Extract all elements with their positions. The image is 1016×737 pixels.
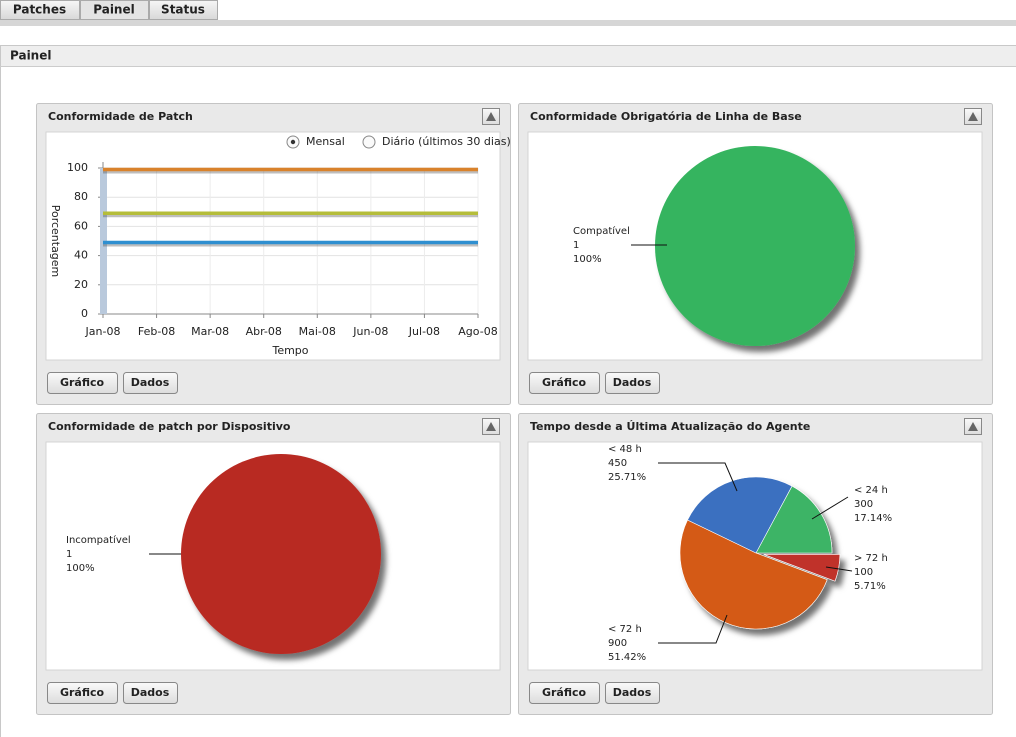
leader-line	[825, 566, 853, 572]
radio-label[interactable]: Diário (últimos 30 dias)	[382, 135, 511, 148]
tab-label[interactable]: Patches	[13, 3, 66, 17]
button[interactable]	[123, 372, 178, 394]
y-tick-label: 100	[67, 161, 88, 174]
pie-value: 1	[573, 240, 579, 251]
leader-line	[658, 614, 728, 644]
pie-value: 900	[608, 638, 627, 649]
x-tick-label: Ago-08	[458, 325, 497, 338]
pie-percent: 100%	[573, 254, 602, 265]
button[interactable]	[47, 682, 118, 704]
y-tick-label: 80	[74, 190, 88, 203]
y-tick-label: 20	[74, 278, 88, 291]
button-label[interactable]: Gráfico	[60, 686, 105, 699]
radio-dot	[290, 139, 296, 145]
x-tick-label: Mar-08	[191, 325, 229, 338]
x-tick-label: Mai-08	[299, 325, 336, 338]
tab[interactable]	[0, 0, 80, 20]
pie-percent: 5.71%	[854, 581, 886, 592]
button-label[interactable]: Gráfico	[60, 376, 105, 389]
x-tick-label: Jan-08	[85, 325, 121, 338]
button[interactable]	[605, 682, 660, 704]
x-tick-label: Jun-08	[352, 325, 388, 338]
leader-line	[811, 496, 849, 520]
button-label[interactable]: Dados	[613, 686, 652, 699]
pie-value: 300	[854, 499, 873, 510]
pie-value: 100	[854, 567, 873, 578]
radio-label[interactable]: Mensal	[306, 135, 345, 148]
collapse-icon	[968, 112, 978, 121]
widget-title: Conformidade de Patch	[48, 110, 193, 123]
pie-label: < 24 h	[854, 485, 888, 496]
collapse-icon	[968, 422, 978, 431]
button-label[interactable]: Dados	[613, 376, 652, 389]
button-label[interactable]: Gráfico	[542, 376, 587, 389]
pie-slice	[763, 554, 841, 582]
tab-label[interactable]: Painel	[93, 3, 134, 17]
y-tick-label: 0	[81, 307, 88, 320]
button[interactable]	[47, 372, 118, 394]
button[interactable]	[123, 682, 178, 704]
pie-label: < 48 h	[608, 444, 642, 455]
pie-slice	[755, 485, 833, 554]
button-label[interactable]: Dados	[131, 376, 170, 389]
panel-title: Painel	[10, 49, 51, 63]
button-label[interactable]: Dados	[131, 686, 170, 699]
tab[interactable]	[80, 0, 149, 20]
collapse-icon	[486, 422, 496, 431]
pie-slice	[655, 146, 855, 346]
tab[interactable]	[149, 0, 218, 20]
pie-percent: 25.71%	[608, 472, 646, 483]
x-tick-label: Feb-08	[138, 325, 175, 338]
pie-label: < 72 h	[608, 624, 642, 635]
pie-slice	[679, 519, 828, 630]
pie-label: Compatível	[573, 225, 630, 237]
pie-value: 450	[608, 458, 627, 469]
x-tick-label: Abr-08	[246, 325, 282, 338]
button[interactable]	[529, 682, 600, 704]
tab-label[interactable]: Status	[161, 3, 205, 17]
widget-title: Conformidade de patch por Dispositivo	[48, 420, 291, 433]
pie-slice	[181, 454, 381, 654]
pie-label: Incompatível	[66, 534, 131, 546]
button[interactable]	[529, 372, 600, 394]
pie-value: 1	[66, 549, 72, 560]
pie-percent: 51.42%	[608, 652, 646, 663]
x-tick-label: Jul-08	[408, 325, 440, 338]
y-axis-label: Porcentagem	[49, 205, 62, 278]
x-axis-label: Tempo	[271, 344, 308, 357]
collapse-icon	[486, 112, 496, 121]
widget-title: Tempo desde a Última Atualização do Agen…	[530, 420, 810, 433]
pie-percent: 100%	[66, 563, 95, 574]
pie	[181, 454, 381, 654]
panel-header	[1, 46, 1016, 66]
leader-line	[658, 462, 738, 492]
radio[interactable]	[362, 135, 376, 149]
widget-title: Conformidade Obrigatória de Linha de Bas…	[530, 110, 802, 123]
y-tick-label: 60	[74, 219, 88, 232]
button-label[interactable]: Gráfico	[542, 686, 587, 699]
pie-label: > 72 h	[854, 553, 888, 564]
pie	[655, 146, 855, 346]
tab-bar	[0, 20, 1016, 26]
button[interactable]	[605, 372, 660, 394]
pie	[679, 476, 841, 630]
y-tick-label: 40	[74, 249, 88, 262]
pie-percent: 17.14%	[854, 513, 892, 524]
